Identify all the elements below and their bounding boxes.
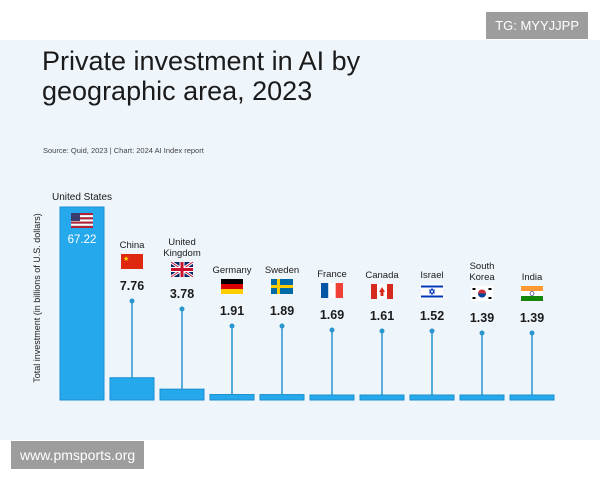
bar-united-states	[59, 206, 105, 401]
category-label: India	[522, 272, 543, 283]
website-watermark: www.pmsports.org	[11, 441, 145, 469]
category-label: Germany	[212, 265, 251, 276]
stem-dot-india	[529, 330, 535, 336]
bar-group-india: 1.39 India	[509, 272, 555, 401]
value-label: 1.89	[270, 304, 294, 318]
stem-dot-south-korea	[479, 330, 485, 336]
chart-source: Source: Quid, 2023 | Chart: 2024 AI Inde…	[43, 146, 204, 155]
israel-flag-icon	[421, 284, 443, 299]
value-label: 1.52	[420, 309, 444, 323]
south-korea-flag-icon	[471, 286, 493, 301]
stem-dot-sweden	[279, 323, 285, 329]
bar-group-france: 1.69 France	[309, 269, 355, 401]
bar-united-kingdom	[159, 388, 205, 401]
us-flag-icon	[71, 213, 93, 228]
stem-dot-china	[129, 298, 135, 304]
bar-germany	[209, 394, 255, 401]
bar-india	[509, 394, 555, 401]
bar-group-south-korea: 1.39 South Korea	[459, 261, 505, 401]
stem-dot-israel	[429, 328, 435, 334]
bar-sweden	[259, 394, 305, 401]
value-label: 1.39	[520, 311, 544, 325]
stem-dot-united-kingdom	[179, 306, 185, 312]
bar-china	[109, 377, 155, 401]
value-label: 3.78	[170, 287, 194, 301]
chart-title: Private investment in AI by geographic a…	[42, 46, 361, 106]
category-label: France	[317, 269, 347, 280]
stem-dot-germany	[229, 323, 235, 329]
bar-group-israel: 1.52 Israel	[409, 270, 455, 401]
value-label: 1.61	[370, 309, 394, 323]
canada-flag-icon	[371, 284, 393, 299]
category-label: China	[120, 240, 146, 251]
bar-group-china: 7.76 ★ China	[109, 240, 155, 401]
bar-group-sweden: 1.89 Sweden	[259, 265, 305, 401]
bar-group-germany: 1.91 Germany	[209, 265, 255, 401]
stem-dot-canada	[379, 328, 385, 334]
bar-south-korea	[459, 394, 505, 401]
category-label: Israel	[420, 270, 443, 281]
value-label: 1.39	[470, 311, 494, 325]
category-label: South Korea	[469, 261, 495, 283]
bar-canada	[359, 394, 405, 401]
bar-france	[309, 394, 355, 401]
category-label: United States	[52, 192, 112, 203]
stem-dot-france	[329, 327, 335, 333]
india-flag-icon	[521, 286, 543, 301]
value-label: 1.69	[320, 308, 344, 322]
category-label: United Kingdom	[163, 237, 201, 259]
value-label: 7.76	[120, 279, 144, 293]
uk-flag-icon	[170, 260, 194, 279]
sweden-flag-icon	[271, 279, 293, 294]
china-flag-icon: ★	[121, 254, 143, 269]
category-label: Canada	[365, 270, 399, 281]
bar-group-canada: 1.61 Canada	[359, 270, 405, 401]
bar-israel	[409, 394, 455, 401]
germany-flag-icon	[221, 279, 243, 294]
category-label: Sweden	[265, 265, 299, 276]
telegram-watermark: TG: MYYJJPP	[486, 12, 588, 39]
bar-group-united-kingdom: 3.78 United Kingdom	[159, 237, 205, 401]
svg-text:★: ★	[123, 255, 129, 263]
france-flag-icon	[321, 283, 343, 298]
bar-group-united-states: United States 67.22	[52, 192, 112, 401]
value-label: 1.91	[220, 304, 244, 318]
value-label: 67.22	[68, 234, 97, 246]
